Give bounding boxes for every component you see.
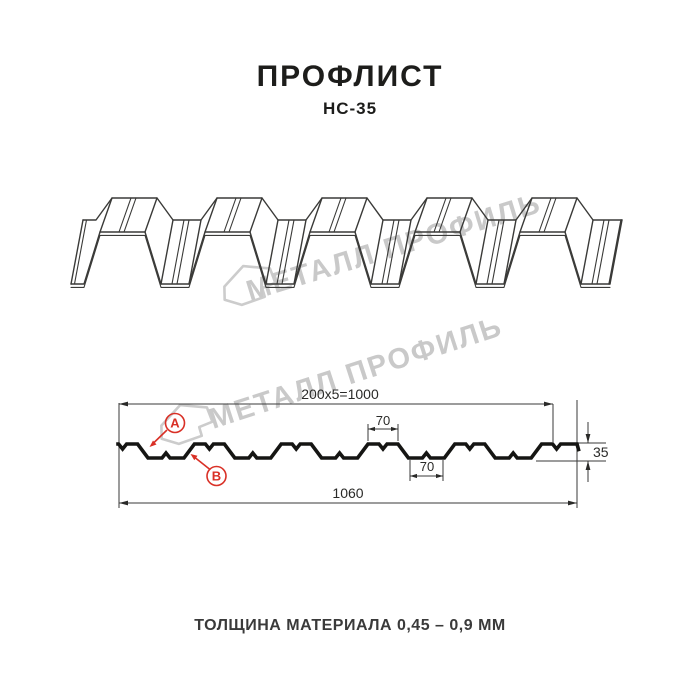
sheet-3d-view xyxy=(70,197,623,288)
watermark-text: МЕТАЛЛ ПРОФИЛЬ xyxy=(205,310,506,435)
dimension-rib-bottom-label: 70 xyxy=(420,459,434,474)
marker-a-label: A xyxy=(170,416,180,431)
marker-b-label: B xyxy=(212,469,221,484)
cross-section-view: 200x5=1000 1060 70 70 35 A B xyxy=(116,386,609,508)
dimension-top-label: 200x5=1000 xyxy=(301,386,379,402)
profile-outline xyxy=(116,442,581,460)
watermark-upper: МЕТАЛЛ ПРОФИЛЬ xyxy=(223,187,545,308)
profile-model-label: НС-35 xyxy=(322,99,378,118)
dimension-rib-top-label: 70 xyxy=(376,413,390,428)
page-title: ПРОФЛИСТ xyxy=(256,60,444,93)
dimension-total-width-label: 1060 xyxy=(332,485,363,501)
marker-a: A xyxy=(149,412,186,447)
watermark-lower: МЕТАЛЛ ПРОФИЛЬ xyxy=(160,310,507,446)
dimension-height-label: 35 xyxy=(593,444,609,460)
marker-b: B xyxy=(190,454,227,487)
brand-logo-outline xyxy=(160,403,214,446)
brand-logo-outline xyxy=(223,264,277,307)
material-thickness-note: ТОЛЩИНА МАТЕРИАЛА 0,45 – 0,9 ММ xyxy=(194,617,506,634)
